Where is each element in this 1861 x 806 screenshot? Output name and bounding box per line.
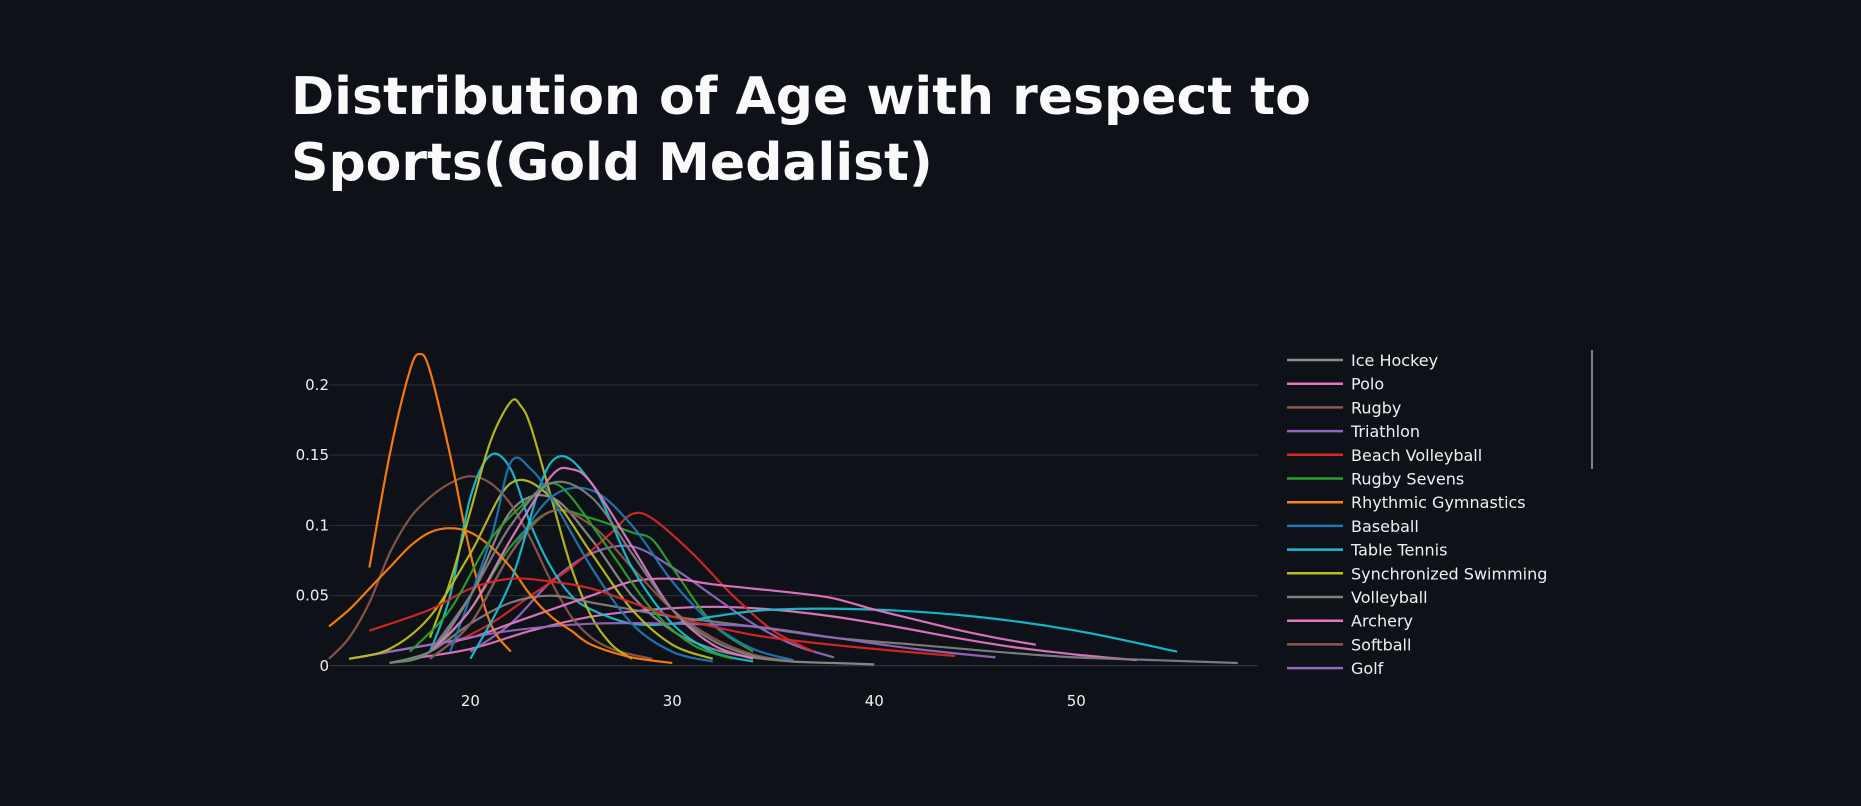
legend-label: Ice Hockey: [1351, 351, 1438, 370]
gridlines: [329, 384, 1258, 667]
legend-item[interactable]: Ice Hockey: [1287, 351, 1438, 370]
series-line: [409, 482, 734, 660]
y-tick-label: 0.15: [296, 446, 329, 464]
series-lines: [328, 352, 1238, 666]
x-tick-label: 50: [1067, 692, 1086, 710]
legend-label: Triathlon: [1350, 422, 1420, 441]
legend-label: Synchronized Swimming: [1351, 564, 1547, 583]
legend-item[interactable]: Golf: [1287, 659, 1384, 678]
legend[interactable]: Ice Hockey Polo Rugby Triathlon Beach Volley…: [1287, 351, 1547, 678]
x-tick-label: 30: [663, 692, 682, 710]
legend-label: Beach Volleyball: [1351, 446, 1482, 465]
legend-label: Archery: [1351, 612, 1413, 631]
legend-item[interactable]: Beach Volleyball: [1287, 446, 1482, 465]
series-line: [389, 594, 1238, 665]
y-tick-label: 0: [319, 657, 329, 675]
series-line: [328, 475, 653, 660]
legend-item[interactable]: Triathlon: [1287, 422, 1420, 441]
y-axis-ticks: 0 0.05 0.1 0.15 0.2: [296, 376, 329, 675]
legend-item[interactable]: Rugby: [1287, 398, 1401, 417]
series-line: [428, 398, 633, 660]
series-line: [328, 527, 673, 665]
series-line: [368, 352, 512, 653]
x-axis-ticks: 20 30 40 50: [461, 692, 1086, 710]
legend-item[interactable]: Rhythmic Gymnastics: [1287, 493, 1526, 512]
legend-label: Table Tennis: [1350, 541, 1447, 560]
legend-label: Volleyball: [1351, 588, 1428, 607]
legend-label: Polo: [1351, 375, 1384, 394]
series-line: [449, 511, 815, 653]
x-tick-label: 40: [865, 692, 884, 710]
legend-item[interactable]: Rugby Sevens: [1287, 470, 1464, 489]
chart-title: Distribution of Age with respect to Spor…: [291, 67, 1311, 193]
legend-label: Softball: [1351, 635, 1411, 654]
series-line: [348, 478, 714, 660]
legend-item[interactable]: Synchronized Swimming: [1287, 564, 1547, 583]
legend-item[interactable]: Baseball: [1287, 517, 1419, 536]
legend-item[interactable]: Volleyball: [1287, 588, 1428, 607]
legend-item[interactable]: Archery: [1287, 612, 1413, 631]
y-tick-label: 0.1: [305, 516, 329, 534]
x-tick-label: 20: [461, 692, 480, 710]
legend-item[interactable]: Softball: [1287, 635, 1411, 654]
series-line: [449, 456, 713, 663]
legend-label: Baseball: [1351, 517, 1419, 536]
y-tick-label: 0.05: [296, 587, 329, 605]
y-tick-label: 0.2: [305, 376, 329, 394]
legend-label: Golf: [1351, 659, 1384, 678]
legend-label: Rugby: [1351, 398, 1401, 417]
series-line: [429, 480, 794, 663]
series-line: [369, 577, 956, 658]
legend-item[interactable]: Table Tennis: [1287, 541, 1447, 560]
series-line: [429, 509, 794, 663]
legend-label: Rhythmic Gymnastics: [1351, 493, 1526, 512]
legend-scrollbar[interactable]: [1591, 350, 1593, 469]
series-line: [429, 466, 754, 660]
legend-label: Rugby Sevens: [1351, 470, 1464, 489]
legend-item[interactable]: Polo: [1287, 375, 1384, 394]
